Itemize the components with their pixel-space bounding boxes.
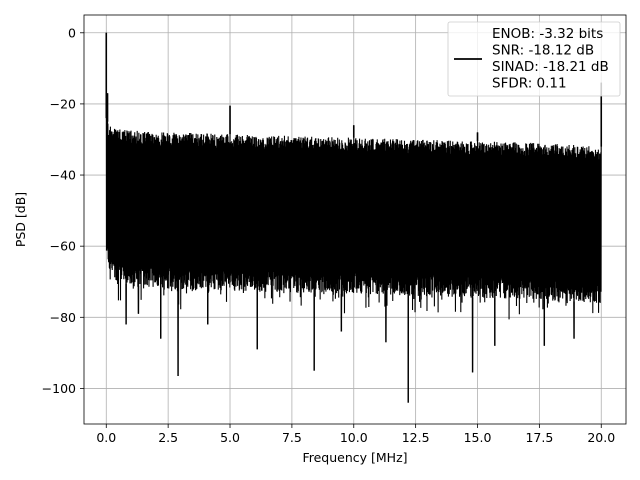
y-tick-label: −20 bbox=[50, 96, 76, 111]
x-tick-label: 7.5 bbox=[282, 430, 302, 445]
x-tick-label: 20.0 bbox=[587, 430, 615, 445]
legend-entry-sinad: SINAD: -18.21 dB bbox=[492, 59, 609, 75]
y-tick-label: −80 bbox=[50, 310, 76, 325]
y-tick-label: −100 bbox=[42, 381, 76, 396]
x-axis: 0.0 2.5 5.0 7.5 10.0 12.5 15.0 17.5 20.0 bbox=[96, 424, 615, 445]
x-axis-title: Frequency [MHz] bbox=[302, 450, 407, 465]
x-tick-label: 0.0 bbox=[96, 430, 116, 445]
y-axis-title: PSD [dB] bbox=[13, 192, 28, 247]
y-tick-label: −40 bbox=[50, 168, 76, 183]
x-tick-label: 17.5 bbox=[525, 430, 553, 445]
y-axis: 0 −20 −40 −60 −80 −100 bbox=[42, 25, 84, 396]
legend-entry-snr: SNR: -18.12 dB bbox=[492, 43, 594, 59]
x-tick-label: 5.0 bbox=[220, 430, 240, 445]
x-tick-label: 2.5 bbox=[158, 430, 178, 445]
plot-frame bbox=[83, 14, 627, 425]
y-tick-label: −60 bbox=[50, 239, 76, 254]
legend-entry-sfdr: SFDR: 0.11 bbox=[492, 76, 567, 92]
legend: ENOB: -3.32 bits SNR: -18.12 dB SINAD: -… bbox=[447, 21, 621, 97]
x-tick-label: 10.0 bbox=[340, 430, 368, 445]
legend-entry-enob: ENOB: -3.32 bits bbox=[492, 26, 603, 42]
y-tick-label: 0 bbox=[68, 25, 76, 40]
x-tick-label: 15.0 bbox=[464, 430, 492, 445]
x-tick-label: 12.5 bbox=[402, 430, 430, 445]
legend-box bbox=[447, 21, 621, 97]
psd-series-line bbox=[105, 32, 602, 403]
